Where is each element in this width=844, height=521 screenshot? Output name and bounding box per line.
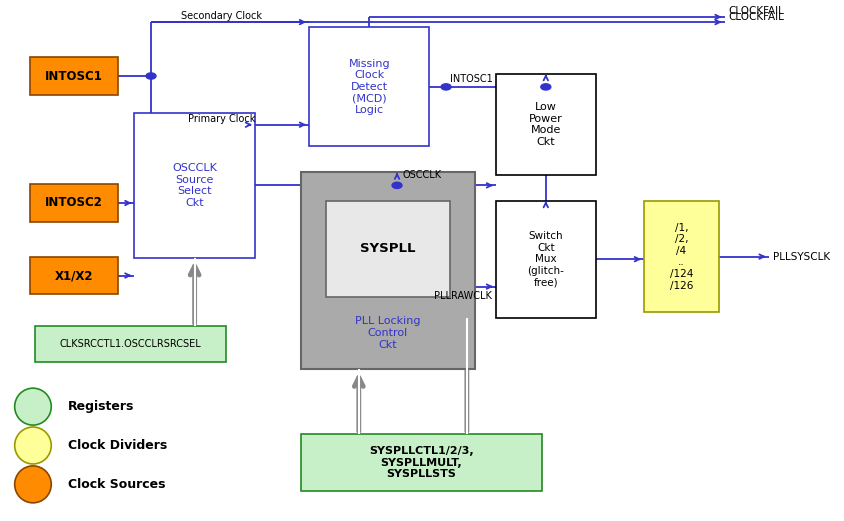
Text: OSCCLK: OSCCLK [402, 170, 441, 180]
Circle shape [441, 84, 451, 90]
Text: SYSPLL: SYSPLL [360, 242, 415, 255]
Bar [35, 326, 226, 362]
Bar [496, 201, 596, 317]
Text: Secondary Clock: Secondary Clock [181, 11, 262, 21]
Text: Clock Sources: Clock Sources [68, 478, 165, 491]
Text: Low
Power
Mode
Ckt: Low Power Mode Ckt [529, 102, 563, 147]
Text: Clock Dividers: Clock Dividers [68, 439, 167, 452]
Text: Missing
Clock
Detect
(MCD)
Logic: Missing Clock Detect (MCD) Logic [349, 59, 390, 115]
Circle shape [541, 84, 551, 90]
Bar [30, 257, 118, 294]
Text: X1/X2: X1/X2 [55, 269, 94, 282]
Text: SYSPLLCTL1/2/3,
SYSPLLMULT,
SYSPLLSTS: SYSPLLCTL1/2/3, SYSPLLMULT, SYSPLLSTS [369, 446, 473, 479]
Bar [496, 74, 596, 175]
Bar [300, 172, 475, 369]
Text: INTOSC2: INTOSC2 [46, 196, 103, 209]
Text: PLLRAWCLK: PLLRAWCLK [434, 291, 492, 301]
Bar [30, 57, 118, 95]
Text: /1,
/2,
/4
..
/124
/126: /1, /2, /4 .. /124 /126 [669, 222, 693, 291]
Ellipse shape [14, 388, 51, 425]
Text: INTOSC1: INTOSC1 [450, 74, 493, 84]
Text: INTOSC1: INTOSC1 [46, 69, 103, 82]
Ellipse shape [14, 466, 51, 503]
Bar [309, 27, 430, 146]
Text: Switch
Ckt
Mux
(glitch-
free): Switch Ckt Mux (glitch- free) [528, 231, 565, 288]
Text: CLOCKFAIL: CLOCKFAIL [728, 6, 785, 16]
Text: OSCCLK
Source
Select
Ckt: OSCCLK Source Select Ckt [172, 163, 217, 208]
Circle shape [146, 73, 156, 79]
Text: PLL Locking
Control
Ckt: PLL Locking Control Ckt [355, 316, 420, 350]
Text: Registers: Registers [68, 400, 134, 413]
Text: CLOCKFAIL: CLOCKFAIL [728, 12, 785, 22]
Bar [644, 201, 719, 312]
Ellipse shape [14, 427, 51, 464]
Bar [30, 184, 118, 221]
Circle shape [392, 182, 402, 189]
Bar [134, 113, 255, 258]
Bar [326, 201, 450, 297]
Text: CLKSRCCTL1.OSCCLRSRCSEL: CLKSRCCTL1.OSCCLRSRCSEL [59, 339, 201, 349]
Bar [300, 434, 542, 491]
Text: Primary Clock: Primary Clock [188, 114, 256, 123]
Text: PLLSYSCLK: PLLSYSCLK [773, 252, 830, 262]
